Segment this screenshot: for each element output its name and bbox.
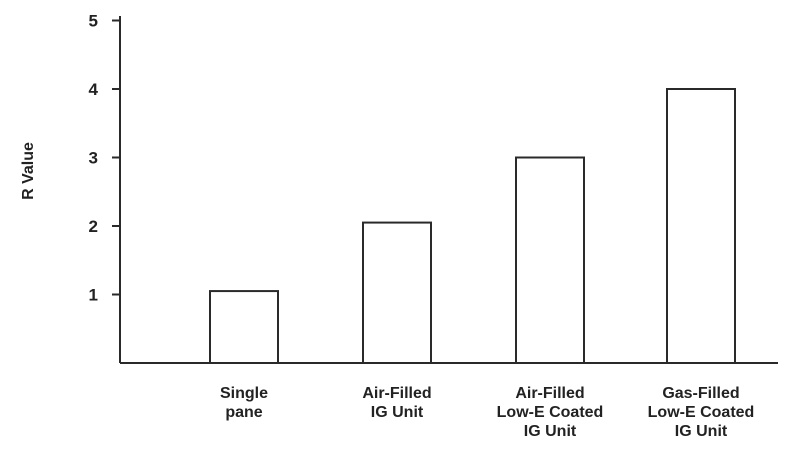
y-axis-title: R Value: [20, 142, 37, 200]
bar: [362, 221, 432, 364]
bars: [209, 88, 736, 365]
category-label: Air-Filled IG Unit: [362, 385, 431, 421]
y-tick-label: 3: [89, 149, 98, 168]
category-label: Gas-Filled Low-E Coated IG Unit: [648, 385, 755, 440]
y-axis: 1 2 3 4 5: [89, 12, 121, 363]
y-tick-label: 1: [89, 286, 98, 305]
category-labels: Single pane Air-Filled IG Unit Air-Filled Low…: [220, 385, 754, 440]
category-label: Single pane: [220, 385, 268, 421]
y-tick-label: 5: [89, 12, 98, 31]
bar: [515, 156, 585, 364]
bar: [209, 290, 279, 365]
y-tick-label: 4: [89, 80, 99, 99]
category-label: Air-Filled Low-E Coated IG Unit: [497, 385, 604, 440]
bar: [666, 88, 736, 364]
y-tick-label: 2: [89, 217, 98, 236]
